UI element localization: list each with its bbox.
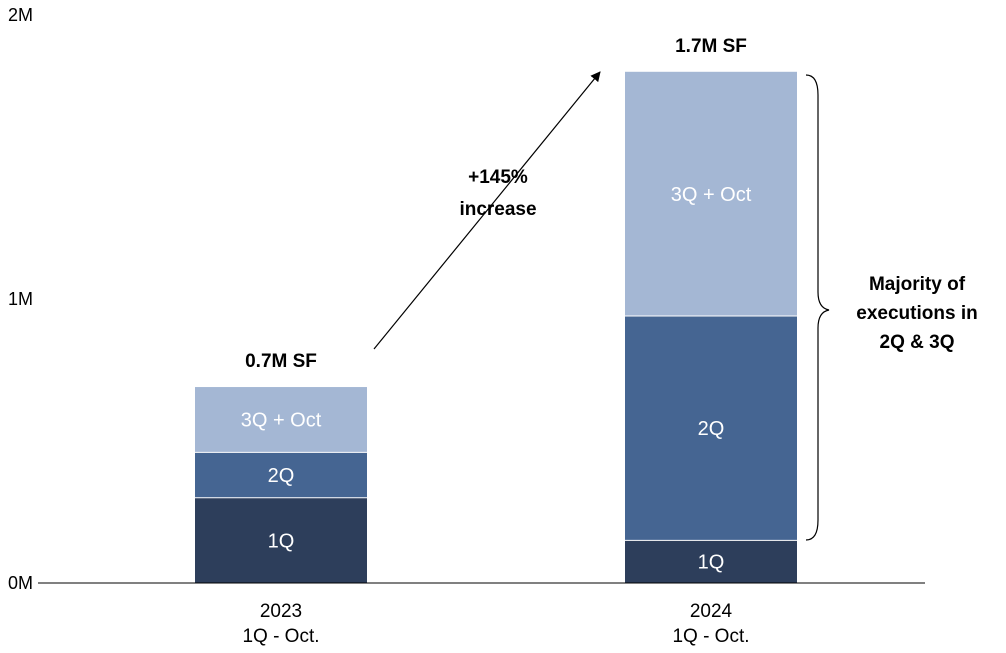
y-tick-label: 0M: [8, 573, 33, 593]
bar-total-label: 0.7M SF: [245, 351, 317, 372]
bars: 1Q 2Q 3Q + Oct 1Q 2Q 3Q + Oct: [195, 72, 797, 583]
annotation-line: 2Q & 3Q: [880, 332, 955, 353]
segment-label: 1Q: [698, 552, 725, 574]
segment-label: 3Q + Oct: [241, 410, 322, 432]
annotation-line: executions in: [856, 303, 977, 324]
x-tick-label: 1Q - Oct.: [672, 626, 749, 647]
bracket-annotation: Majority of executions in 2Q & 3Q: [856, 274, 977, 353]
segment-label: 2Q: [268, 465, 295, 487]
right-bracket: [806, 75, 829, 540]
annotation-line: +145%: [468, 167, 528, 188]
x-axis-labels: 2023 1Q - Oct. 2024 1Q - Oct.: [242, 601, 749, 647]
segment-label: 3Q + Oct: [671, 184, 752, 206]
x-tick-label: 2023: [260, 601, 302, 622]
segment-label: 1Q: [268, 530, 295, 552]
y-axis-ticks: 0M 1M 2M: [8, 5, 33, 593]
annotation-line: increase: [459, 199, 536, 220]
growth-annotation: +145% increase: [459, 167, 536, 220]
annotation-line: Majority of: [869, 274, 966, 295]
y-tick-label: 2M: [8, 5, 33, 25]
segment-label: 2Q: [698, 418, 725, 440]
x-tick-label: 1Q - Oct.: [242, 626, 319, 647]
x-tick-label: 2024: [690, 601, 733, 622]
y-tick-label: 1M: [8, 289, 33, 309]
bar-total-label: 1.7M SF: [675, 36, 747, 57]
